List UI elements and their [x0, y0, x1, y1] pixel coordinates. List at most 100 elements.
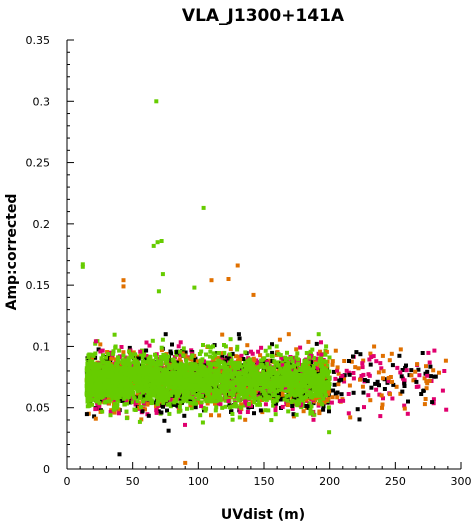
data-point [273, 370, 278, 375]
data-point [274, 344, 279, 349]
data-point [240, 378, 245, 383]
data-point [249, 390, 254, 395]
data-point [282, 366, 287, 371]
data-point [163, 389, 168, 394]
data-point [306, 339, 311, 344]
data-point [109, 397, 114, 401]
data-point [239, 389, 244, 394]
data-point [185, 406, 189, 411]
data-point [129, 388, 133, 392]
data-point [414, 379, 419, 384]
data-point [290, 390, 294, 395]
data-point [220, 354, 225, 359]
data-point [292, 395, 297, 400]
data-point [156, 368, 161, 373]
data-point [312, 393, 317, 398]
data-point [286, 374, 291, 379]
data-point [125, 367, 130, 372]
data-point [318, 372, 323, 377]
data-point [108, 410, 113, 414]
data-point [234, 404, 239, 409]
axes: 0 50 100 150 200 250 30000.050.10.150.20.250.3… [26, 34, 471, 488]
data-point [289, 371, 294, 376]
data-point [251, 371, 256, 376]
data-point [143, 407, 147, 412]
data-point [289, 386, 294, 390]
data-point [88, 359, 93, 364]
data-point [113, 368, 118, 373]
data-point [184, 362, 189, 366]
data-point [347, 383, 352, 388]
data-point [137, 375, 142, 380]
data-point [116, 407, 121, 412]
data-point [263, 362, 268, 367]
data-point [366, 393, 371, 398]
data-point [282, 397, 287, 402]
data-point [424, 364, 428, 369]
data-point [160, 272, 165, 277]
data-point [296, 388, 301, 393]
data-point [207, 361, 212, 366]
data-point [174, 377, 179, 382]
data-point [325, 363, 330, 368]
data-point [106, 378, 111, 383]
data-point [300, 382, 305, 387]
data-point [307, 355, 312, 360]
data-point [131, 395, 136, 400]
data-point [243, 359, 248, 364]
data-point [85, 392, 90, 397]
data-point [195, 359, 200, 364]
data-point [373, 381, 378, 386]
data-point [80, 264, 85, 269]
data-point [358, 352, 363, 357]
data-point [228, 347, 233, 352]
data-point [278, 366, 283, 371]
data-point [310, 395, 314, 400]
data-point [173, 380, 178, 385]
data-point [165, 408, 169, 413]
data-point [325, 383, 330, 388]
data-point [122, 375, 127, 380]
data-point [116, 359, 121, 364]
data-point [333, 376, 338, 381]
data-point [422, 376, 427, 381]
data-point [398, 347, 403, 352]
data-point [361, 390, 366, 395]
data-point [351, 390, 356, 395]
data-point [335, 368, 340, 373]
data-point [175, 372, 180, 377]
data-point [213, 408, 218, 413]
data-point [253, 373, 258, 378]
data-point [261, 397, 266, 402]
data-point [258, 364, 263, 369]
data-point [265, 361, 270, 366]
data-point [133, 408, 138, 412]
data-point [161, 398, 166, 403]
data-point [308, 349, 313, 354]
data-point [360, 384, 365, 389]
data-point [319, 368, 324, 373]
data-point [320, 376, 325, 381]
data-point [277, 337, 282, 342]
data-point [428, 364, 433, 369]
data-point [217, 379, 222, 384]
data-point [419, 392, 424, 396]
data-point [175, 380, 180, 385]
data-point [290, 404, 295, 408]
data-point [301, 362, 305, 367]
data-point [154, 410, 159, 415]
data-point [437, 370, 441, 375]
data-point [427, 360, 432, 365]
data-point [166, 374, 171, 379]
data-point [177, 405, 182, 409]
data-point [248, 369, 253, 374]
data-point [174, 352, 179, 357]
data-point [166, 384, 171, 389]
data-point [191, 389, 196, 393]
data-point [204, 352, 208, 357]
data-point [127, 345, 132, 350]
data-point [288, 377, 293, 381]
data-point [183, 368, 188, 373]
data-point [218, 365, 222, 370]
data-point [171, 370, 176, 375]
